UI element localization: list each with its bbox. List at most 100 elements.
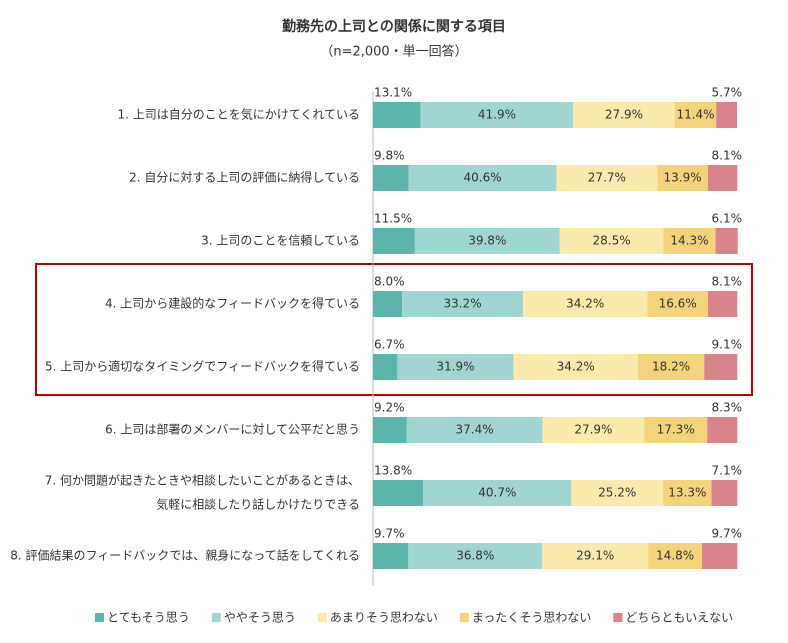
value-label: 9.8% (374, 149, 405, 163)
bar-segment (559, 228, 664, 254)
value-label: 36.8% (456, 549, 494, 563)
bar-segment (647, 291, 708, 317)
value-label: 34.2% (566, 297, 604, 311)
value-label: 27.9% (574, 423, 612, 437)
bar-segment (414, 228, 560, 254)
value-label: 13.3% (668, 486, 706, 500)
legend-label: まったくそう思わない (472, 611, 592, 625)
bar-segment (373, 291, 403, 317)
value-label: 17.3% (657, 423, 695, 437)
legend-swatch (317, 613, 327, 622)
category-label: 5. 上司から適切なタイミングでフィードバックを得ている (45, 359, 360, 374)
category-label: 4. 上司から建設的なフィードバックを得ている (105, 296, 360, 311)
bar-segment (707, 291, 738, 317)
bar-segment (408, 543, 543, 569)
value-label: 27.7% (588, 171, 626, 185)
value-label: 13.1% (374, 86, 412, 100)
bar-segment (542, 417, 645, 443)
bar-segment (707, 165, 738, 191)
value-label: 29.1% (576, 549, 614, 563)
category-label: 7. 何か問題が起きたときや相談したいことがあるときは、 (45, 473, 360, 488)
value-label: 33.2% (443, 297, 481, 311)
bar-segment (408, 165, 557, 191)
bar-segment (648, 543, 703, 569)
value-label: 11.5% (374, 212, 412, 226)
bar-segment (644, 417, 708, 443)
value-label: 14.3% (670, 234, 708, 248)
value-label: 25.2% (598, 486, 636, 500)
bar-segment (573, 102, 675, 128)
bar-segment (637, 354, 705, 380)
category-label: 6. 上司は部署のメンバーに対して公平だと思う (105, 422, 360, 437)
bar-segment (657, 165, 708, 191)
value-label: 9.1% (712, 338, 743, 352)
bar-segment (522, 291, 648, 317)
category-label: 2. 自分に対する上司の評価に納得している (129, 170, 360, 185)
legend-swatch (459, 613, 469, 622)
bar-segment (663, 480, 712, 506)
legend-label: ややそう思う (224, 611, 296, 625)
bar-segment (402, 291, 523, 317)
legend-swatch (613, 613, 623, 622)
bar-segment (707, 417, 738, 443)
value-label: 37.4% (455, 423, 493, 437)
legend-swatch (95, 613, 104, 622)
value-label: 9.7% (712, 527, 743, 541)
bar-segment (373, 102, 421, 128)
value-label: 7.1% (712, 464, 743, 478)
value-label: 8.0% (374, 275, 405, 289)
bar-segment (373, 417, 407, 443)
value-label: 40.6% (464, 171, 502, 185)
value-label: 31.9% (436, 360, 474, 374)
value-label: 39.8% (468, 234, 506, 248)
bar-segment (704, 354, 738, 380)
bar-segment (663, 228, 716, 254)
legend-label: あまりそう思わない (330, 611, 438, 625)
category-label: 8. 評価結果のフィードバックでは、親身になって話をしてくれる (10, 548, 360, 563)
value-label: 6.1% (712, 212, 743, 226)
bar-segment (373, 543, 409, 569)
bar-segment (420, 102, 574, 128)
bar-segment (373, 165, 409, 191)
bar-segment (715, 228, 738, 254)
value-label: 18.2% (652, 360, 690, 374)
bar-segment (423, 480, 572, 506)
value-label: 8.1% (712, 275, 743, 289)
category-label: 1. 上司は自分のことを気にかけてくれている (117, 107, 360, 122)
value-label: 8.3% (712, 401, 743, 415)
bar-segment (397, 354, 514, 380)
bar-segment (373, 480, 424, 506)
value-label: 13.9% (664, 171, 702, 185)
legend-swatch (211, 613, 221, 622)
bar-segment (373, 228, 415, 254)
legend-label: どちらともいえない (625, 611, 733, 625)
value-label: 8.1% (712, 149, 743, 163)
chart-subtitle: （n=2,000・単一回答） (320, 44, 467, 60)
value-label: 34.2% (557, 360, 595, 374)
value-label: 11.4% (676, 108, 714, 122)
value-label: 6.7% (374, 338, 405, 352)
legend-label: とてもそう思う (107, 611, 190, 625)
bar-segment (556, 165, 658, 191)
category-label: 3. 上司のことを信頼している (201, 234, 360, 248)
bar-segment (373, 354, 398, 380)
bar-segment (571, 480, 664, 506)
bar-segment (542, 543, 649, 569)
value-label: 9.7% (374, 527, 405, 541)
bar-segment (702, 543, 738, 569)
bar-segment (674, 102, 717, 128)
bar-segment (513, 354, 638, 380)
value-label: 16.6% (659, 297, 697, 311)
value-label: 40.7% (478, 486, 516, 500)
highlight-box (35, 263, 753, 396)
value-label: 14.8% (656, 549, 694, 563)
category-label: 気軽に相談したり話しかけたりできる (156, 497, 360, 512)
bar-segment (716, 102, 737, 128)
bar-segment (711, 480, 738, 506)
value-label: 28.5% (593, 234, 631, 248)
value-label: 27.9% (605, 108, 643, 122)
bar-segment (406, 417, 543, 443)
value-label: 13.8% (374, 464, 412, 478)
